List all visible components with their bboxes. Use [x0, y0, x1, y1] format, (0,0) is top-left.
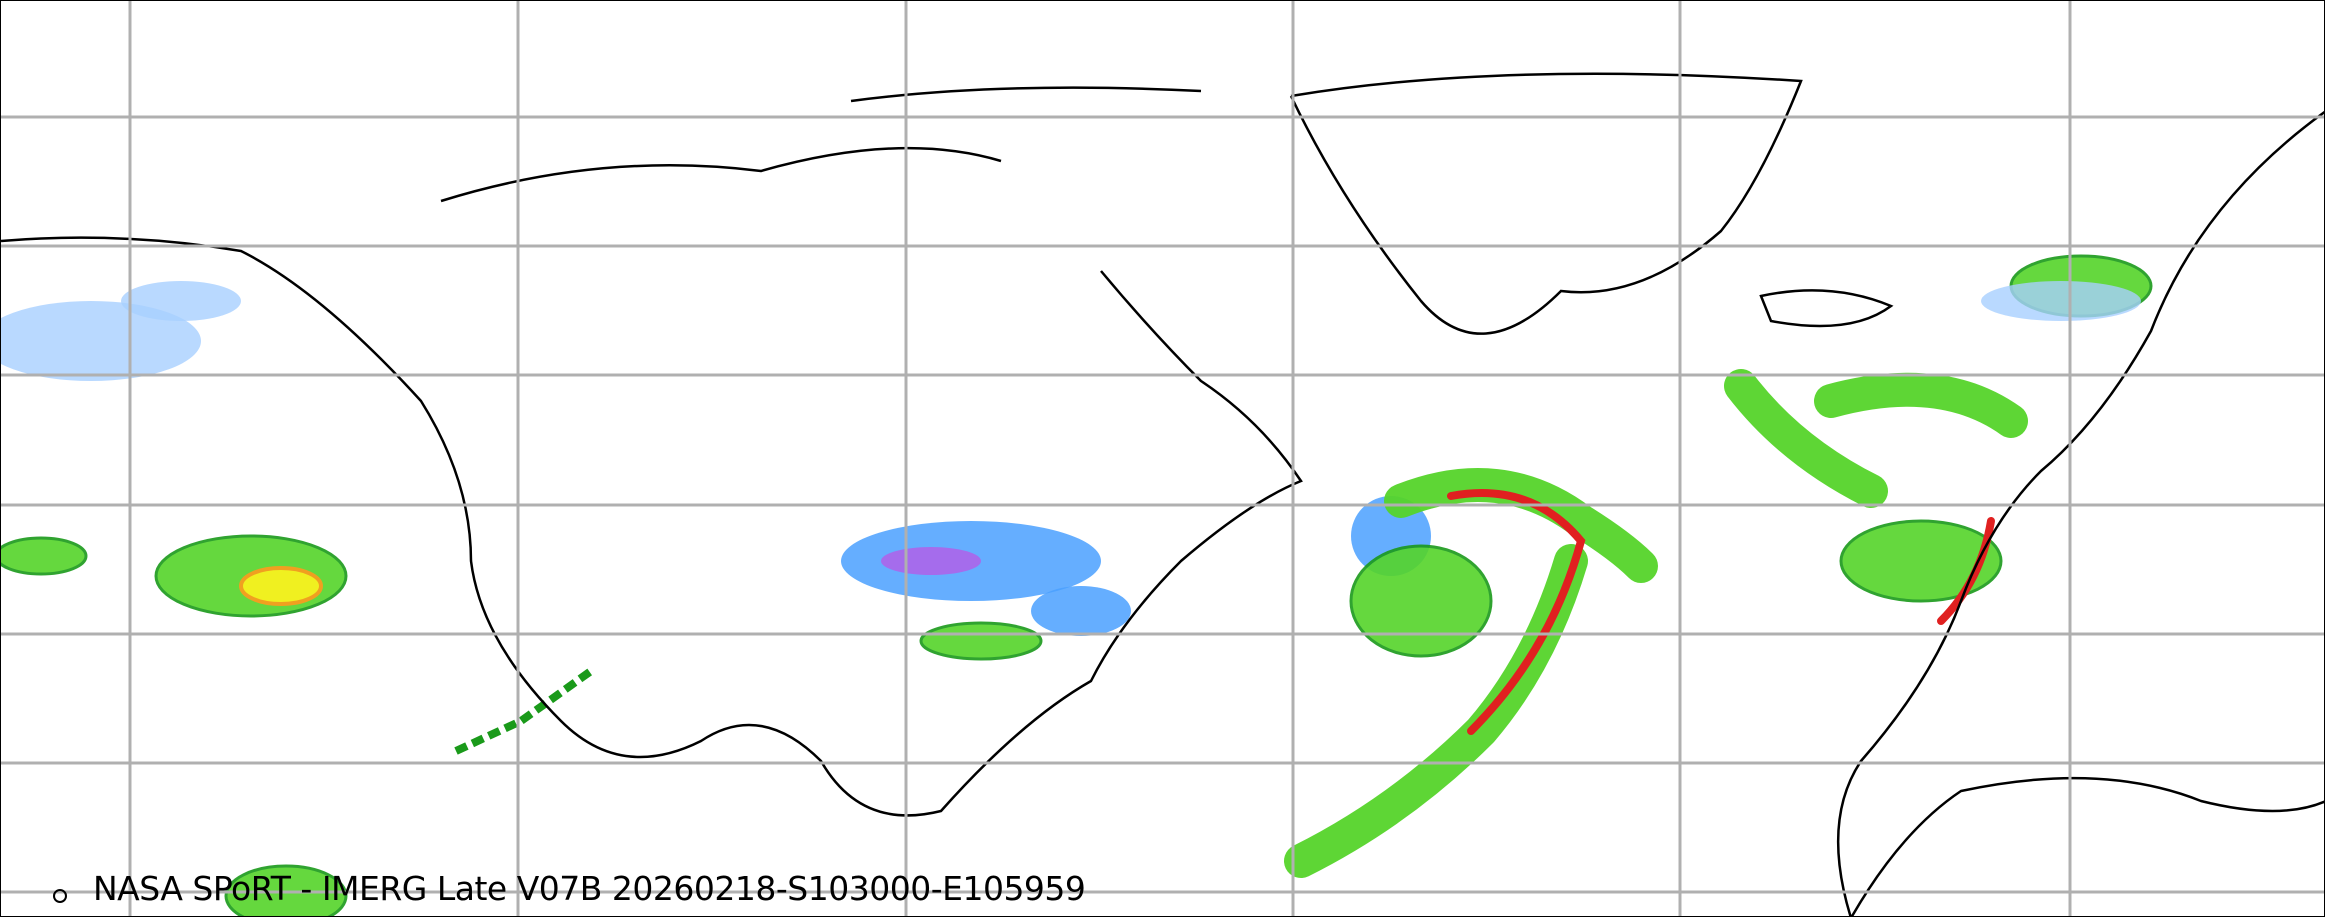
- precip-norway-light: [1981, 281, 2141, 321]
- precip-europe-south: [1839, 519, 2003, 603]
- coastline-north-america: [1, 236, 1303, 817]
- precip-pacific-west: [1, 536, 88, 576]
- precip-alaska: [1, 301, 201, 381]
- precipitation-layer: [1, 254, 2153, 916]
- logo-mark: [53, 889, 67, 903]
- coastline-greenland: [1289, 72, 1803, 335]
- precip-sw-band: [454, 667, 594, 755]
- coastline-arctic-islands: [440, 86, 1202, 203]
- coastline-layer: [1, 72, 2324, 916]
- precip-pacific-core: [239, 566, 323, 606]
- precip-northeast: [1031, 586, 1131, 636]
- map-caption: NASA SPoRT - IMERG Late V07B 20260218-S1…: [93, 869, 1086, 908]
- precip-great-lakes-core: [881, 547, 981, 575]
- coastline-iceland: [1759, 289, 1894, 328]
- precip-alaska-2: [121, 281, 241, 321]
- precip-ohio: [919, 621, 1043, 661]
- precip-atlantic-core: [1447, 489, 1586, 735]
- precip-europe-north: [1724, 369, 2028, 508]
- precip-atlantic-head: [1384, 468, 1658, 583]
- coastline-europe: [1836, 110, 2324, 916]
- precip-atlantic-spiral: [1349, 544, 1493, 658]
- precip-iberia: [1937, 517, 1995, 625]
- coastline-africa: [1850, 776, 2324, 916]
